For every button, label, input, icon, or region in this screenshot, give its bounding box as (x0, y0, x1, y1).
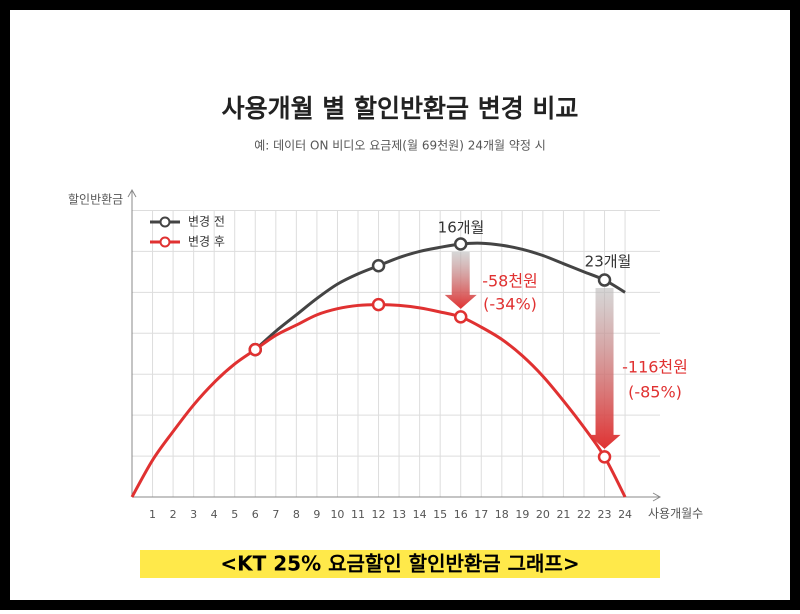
point (597, 450, 612, 464)
x-tick-label: 12 (372, 508, 386, 521)
annotation: (-85%) (628, 383, 682, 402)
x-tick-label: 22 (577, 508, 591, 521)
legend-marker (159, 236, 171, 248)
x-tick-label: 21 (556, 508, 570, 521)
legend-label: 변경 후 (188, 235, 225, 249)
y-axis-arrow (127, 188, 137, 198)
x-tick-label: 2 (170, 508, 177, 521)
x-tick-label: 11 (351, 508, 365, 521)
point (597, 273, 612, 287)
x-tick-label: 5 (231, 508, 238, 521)
point (371, 258, 386, 273)
x-tick-label: 16 (454, 508, 468, 521)
drop-arrow (588, 288, 621, 449)
annotation: 16개월 (438, 219, 485, 237)
x-tick-label: 1 (149, 508, 156, 521)
x-tick-label: 3 (190, 508, 197, 521)
x-tick-label: 13 (392, 508, 406, 521)
chart-title: 사용개월 별 할인반환금 변경 비교 (222, 94, 579, 123)
legend-marker (159, 216, 171, 228)
drop-arrow (444, 252, 477, 309)
point (248, 342, 263, 357)
point (453, 310, 468, 324)
annotation: -116천원 (622, 358, 688, 377)
x-tick-label: 15 (433, 508, 447, 521)
x-tick-label: 6 (252, 508, 259, 521)
x-tick-label: 24 (618, 508, 632, 521)
x-tick-label: 19 (515, 508, 529, 521)
x-tick-label: 10 (330, 508, 344, 521)
x-tick-label: 7 (272, 508, 279, 521)
annotation: -58천원 (482, 272, 538, 291)
x-tick-label: 4 (211, 508, 218, 521)
legend-label: 변경 전 (188, 215, 225, 229)
chart-subtitle: 예: 데이터 ON 비디오 요금제(월 69천원) 24개월 약정 시 (254, 138, 546, 153)
y-axis-label: 할인반환금 (68, 193, 123, 207)
x-tick-label: 8 (293, 508, 300, 521)
caption: <KT 25% 요금할인 할인반환금 그래프> (220, 552, 579, 576)
caption-highlight (140, 550, 660, 578)
point (371, 297, 386, 312)
x-tick-label: 23 (598, 508, 612, 521)
x-axis-arrow (652, 492, 662, 502)
annotation: 23개월 (585, 253, 632, 271)
x-axis-label: 사용개월수 (648, 507, 703, 521)
point (453, 237, 468, 251)
x-tick-label: 20 (536, 508, 550, 521)
x-tick-label: 18 (495, 508, 509, 521)
x-tick-label: 14 (413, 508, 427, 521)
x-tick-label: 9 (313, 508, 320, 521)
x-tick-label: 17 (474, 508, 488, 521)
series-line (254, 241, 626, 351)
annotation: (-34%) (483, 295, 537, 314)
